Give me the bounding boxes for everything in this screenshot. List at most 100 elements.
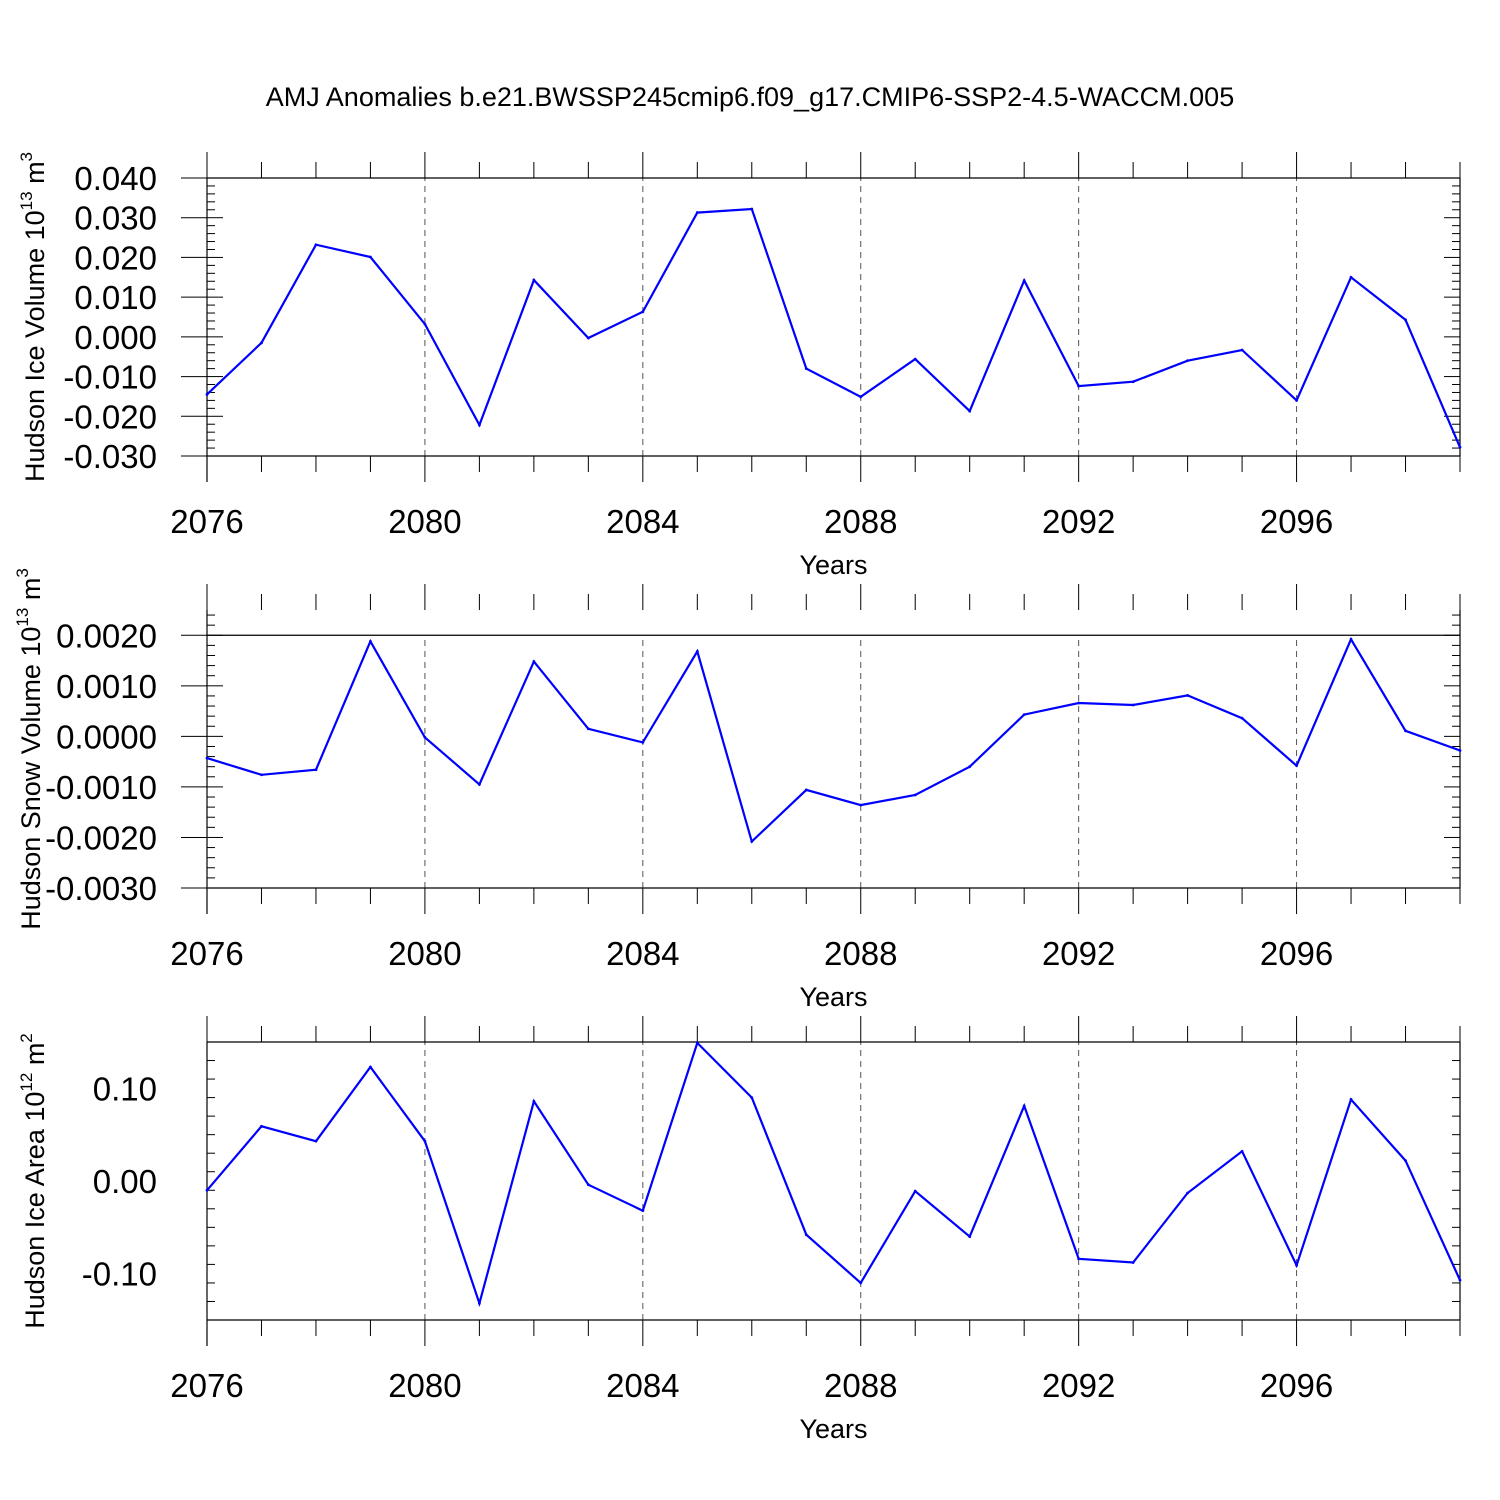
data-point [1077, 1257, 1081, 1261]
data-point [1022, 713, 1026, 717]
data-point [968, 409, 972, 413]
data-point [532, 278, 536, 282]
data-point [1240, 1149, 1244, 1153]
data-point [369, 639, 372, 643]
x-tick-label: 2092 [1042, 935, 1115, 972]
y-tick-label: 0.0020 [56, 617, 157, 654]
x-axis-title: Years [799, 550, 867, 580]
data-point [423, 322, 427, 326]
data-point [641, 741, 645, 744]
y-tick-label: -0.020 [63, 398, 157, 435]
y-tick-label: 0.0000 [56, 718, 157, 755]
data-point [1295, 399, 1298, 402]
y-tick-label: 0.0010 [56, 668, 157, 705]
data-point [205, 1188, 209, 1192]
data-point [1349, 275, 1353, 279]
x-tick-label: 2076 [170, 503, 243, 540]
y-axis-title: Hudson Snow Volume 1013 m3 [13, 568, 46, 930]
data-point [260, 773, 263, 777]
chart-panel-1: 2076 2080 2084 2088 2092 2096 -0.030-0.020-0.0… [17, 152, 1462, 580]
x-tick-label: 2088 [824, 503, 897, 540]
x-tick-label: 2096 [1260, 935, 1333, 972]
x-tick-label: 2084 [606, 503, 679, 540]
x-tick-label: 2092 [1042, 503, 1115, 540]
data-point [423, 1139, 427, 1143]
x-tick-label: 2080 [388, 503, 461, 540]
y-tick-label: 0.030 [74, 200, 157, 237]
data-point [205, 393, 209, 396]
data-point [369, 255, 372, 259]
data-point [1131, 1261, 1135, 1264]
y-axis-title-unit-exponent: 3 [17, 152, 36, 161]
x-axis-title: Years [799, 982, 867, 1012]
data-point [1240, 348, 1244, 352]
y-axis-title-unit-exponent: 2 [17, 1033, 36, 1042]
data-point [1458, 445, 1462, 449]
data-point [695, 650, 699, 653]
y-axis-title-unit: m [16, 578, 46, 608]
data-point [804, 788, 808, 792]
y-axis-title-exponent: 12 [17, 1073, 36, 1092]
data-point [1186, 359, 1190, 363]
data-point [1240, 716, 1244, 720]
data-point [1349, 1098, 1353, 1101]
x-tick-label: 2076 [170, 1367, 243, 1404]
x-tick-label: 2080 [388, 1367, 461, 1404]
x-tick-label: 2096 [1260, 1367, 1333, 1404]
data-point [750, 207, 754, 211]
data-point [1186, 694, 1190, 697]
y-axis-title-unit: m [20, 161, 50, 191]
data-point [1458, 749, 1462, 752]
chart-panel-2: 2076 2080 2084 2088 2092 2096 -0.0030 -0.0020 -0… [13, 568, 1462, 1012]
data-point [1131, 380, 1135, 384]
data-point [586, 336, 590, 340]
data-point [750, 1096, 754, 1099]
chart-panel-3: 2076 2080 2084 2088 2092 2096 -0.10 0.00 0.10 Hud… [17, 1016, 1462, 1444]
x-tick-label: 2088 [824, 935, 897, 972]
y-tick-label: 0.010 [74, 279, 157, 316]
data-point [314, 243, 318, 247]
data-point [695, 211, 699, 214]
y-tick-label: -0.0010 [45, 769, 157, 806]
data-point [314, 1139, 318, 1143]
data-point [641, 310, 645, 314]
y-tick-label: -0.10 [82, 1256, 157, 1293]
x-tick-label: 2092 [1042, 1367, 1115, 1404]
data-point [1295, 764, 1298, 768]
data-point [1404, 1159, 1407, 1163]
data-point [477, 1301, 481, 1305]
data-point [968, 1235, 972, 1238]
x-tick-label: 2088 [824, 1367, 897, 1404]
data-point [859, 1281, 863, 1285]
data-point [1077, 701, 1081, 705]
x-axis-title: Years [799, 1414, 867, 1444]
data-point [1404, 729, 1407, 733]
data-point [859, 803, 863, 807]
y-tick-label: -0.0030 [45, 870, 157, 907]
y-tick-label: 0.000 [74, 319, 157, 356]
data-point [1458, 1278, 1462, 1282]
data-point [586, 727, 590, 731]
data-point [260, 1124, 263, 1128]
data-point [641, 1209, 645, 1213]
data-point [1295, 1263, 1298, 1267]
y-axis-title-text: Hudson Ice Area 10 [20, 1092, 50, 1329]
data-point [804, 367, 808, 371]
y-tick-label: -0.010 [63, 359, 157, 396]
y-axis-title-unit: m [20, 1043, 50, 1073]
data-point [1349, 637, 1353, 641]
data-point [532, 660, 536, 663]
x-tick-label: 2080 [388, 935, 461, 972]
y-axis-title-text: Hudson Snow Volume 10 [16, 627, 46, 930]
y-tick-label: -0.0020 [45, 819, 157, 856]
y-axis-title-exponent: 13 [13, 608, 32, 627]
y-axis-title: Hudson Ice Volume 1013 m3 [17, 152, 50, 482]
data-point [913, 793, 917, 797]
data-point [532, 1099, 536, 1103]
series-line [206, 207, 1462, 448]
data-point [1022, 279, 1026, 282]
y-tick-label: 0.020 [74, 239, 157, 276]
data-point [1186, 1191, 1190, 1195]
data-point [1404, 318, 1407, 322]
